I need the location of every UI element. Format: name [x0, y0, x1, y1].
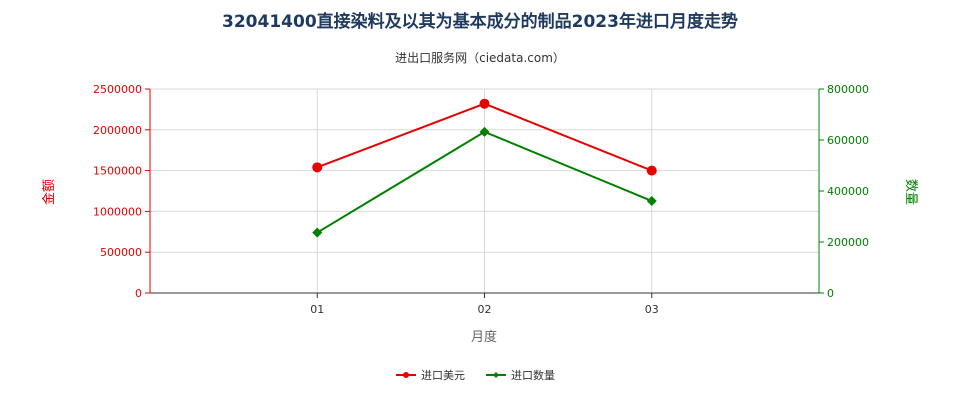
data-point-quantity — [479, 126, 490, 137]
data-point-quantity — [646, 195, 657, 206]
x-tick-label: 02 — [478, 303, 492, 316]
y-left-tick-label: 2500000 — [93, 83, 142, 96]
chart-subtitle: 进出口服务网（ciedata.com） — [395, 50, 565, 65]
data-point-amount — [312, 162, 323, 173]
data-point-amount — [479, 98, 490, 109]
y-axis-left-title: 金额 — [41, 179, 57, 205]
chart-title: 32041400直接染料及以其为基本成分的制品2023年进口月度走势 — [222, 11, 738, 32]
grid — [150, 88, 819, 293]
y-right-tick-label: 600000 — [827, 134, 869, 147]
y-axis-right-title: 数量 — [903, 179, 918, 205]
x-tick-label: 03 — [645, 303, 659, 316]
x-axis-title: 月度 — [471, 329, 497, 345]
y-left-tick-label: 0 — [135, 287, 142, 300]
series-layer — [312, 98, 657, 238]
legend: 进口美元 进口数量 — [396, 369, 555, 382]
data-point-amount — [646, 165, 657, 176]
y-right-tick-label: 800000 — [827, 83, 869, 96]
y-right-tick-label: 400000 — [827, 185, 869, 198]
axes — [145, 88, 824, 298]
x-tick-label: 01 — [310, 303, 324, 316]
y-right-tick-label: 200000 — [827, 236, 869, 249]
y-left-tick-label: 2000000 — [93, 124, 142, 137]
y-left-tick-label: 1500000 — [93, 165, 142, 178]
y-left-tick-label: 500000 — [100, 246, 142, 259]
data-point-quantity — [312, 227, 323, 238]
legend-marker-2 — [493, 372, 499, 378]
y-right-tick-label: 0 — [827, 287, 834, 300]
legend-marker-1 — [403, 372, 409, 378]
legend-label-1: 进口美元 — [421, 369, 465, 382]
y-left-tick-label: 1000000 — [93, 205, 142, 218]
legend-label-2: 进口数量 — [511, 369, 555, 382]
